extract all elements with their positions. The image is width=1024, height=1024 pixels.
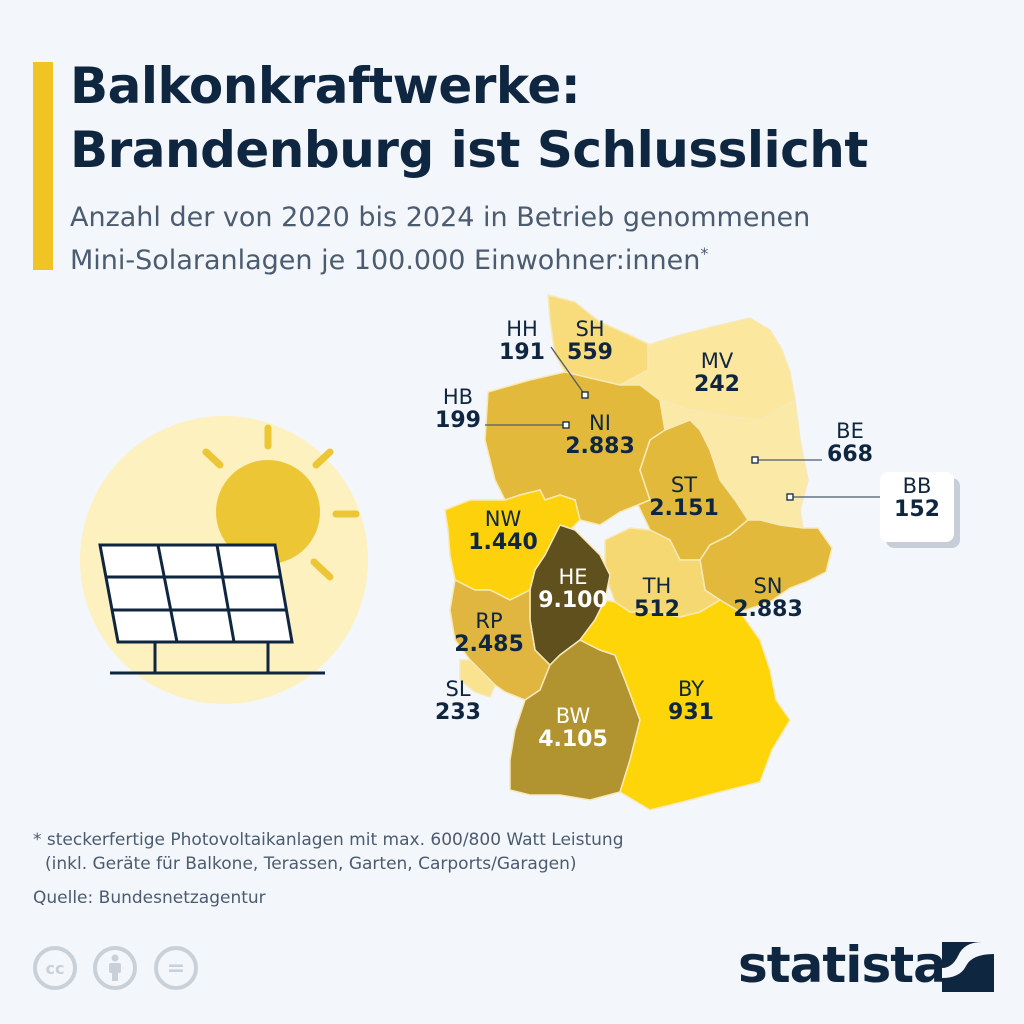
subtitle-marker: * <box>700 244 709 263</box>
marker-hb <box>562 421 570 429</box>
state-label-th: TH 512 <box>634 574 680 622</box>
state-value: 668 <box>827 442 873 467</box>
state-code: BB <box>902 474 932 498</box>
state-label-sh: SH 559 <box>567 317 613 365</box>
state-code: HB <box>442 385 474 409</box>
state-code: SH <box>575 317 605 341</box>
state-value: 9.100 <box>538 588 608 613</box>
source: Quelle: Bundesnetzagentur <box>33 888 266 908</box>
state-code: BW <box>555 704 591 728</box>
marker-bb <box>786 493 794 501</box>
state-value: 2.151 <box>649 496 719 521</box>
state-code: RP <box>475 609 503 633</box>
bb-callout-box <box>880 472 954 542</box>
state-label-hb: HB 199 <box>435 385 481 433</box>
brand-name: statista <box>738 936 947 994</box>
state-label-bb: BB 152 <box>894 474 940 522</box>
state-value: 931 <box>668 700 714 725</box>
sun-icon <box>216 460 320 564</box>
state-value: 2.883 <box>733 597 803 622</box>
state-code: NW <box>484 507 522 531</box>
state-value: 233 <box>435 700 481 725</box>
sun-rays <box>202 424 360 581</box>
state-label-mv: MV 242 <box>694 349 740 397</box>
cc-icon[interactable]: cc <box>33 946 77 990</box>
state-label-ni: NI 2.883 <box>565 411 635 459</box>
state-value: 242 <box>694 372 740 397</box>
state-label-by: BY 931 <box>668 677 714 725</box>
solar-panel-icon <box>98 543 325 675</box>
footnote-line-2: (inkl. Geräte für Balkone, Terassen, Gar… <box>45 854 577 874</box>
statista-logo[interactable]: statista <box>738 936 947 994</box>
nd-label: = <box>166 955 186 981</box>
state-by <box>578 599 791 811</box>
state-value: 191 <box>499 340 545 365</box>
marker-be <box>751 456 759 464</box>
state-label-hh: HH 191 <box>499 317 545 365</box>
state-value: 512 <box>634 597 680 622</box>
state-value: 4.105 <box>538 727 608 752</box>
state-label-be: BE 668 <box>827 419 873 467</box>
marker-hh <box>581 391 589 399</box>
state-value: 2.485 <box>454 632 524 657</box>
cc-label: cc <box>45 958 65 978</box>
leader-line-hh <box>550 346 586 396</box>
state-code: ST <box>670 473 698 497</box>
subtitle-line-1: Anzahl der von 2020 bis 2024 in Betrieb … <box>70 202 811 233</box>
state-label-he: HE 9.100 <box>538 565 608 613</box>
state-label-sl: SL 233 <box>435 677 481 725</box>
state-value: 2.883 <box>565 434 635 459</box>
title-line-1: Balkonkraftwerke: <box>70 57 581 115</box>
state-code: BY <box>677 677 705 701</box>
footnote-line-1: * steckerfertige Photovoltaikanlagen mit… <box>33 830 624 850</box>
subtitle: Anzahl der von 2020 bis 2024 in Betrieb … <box>70 200 810 279</box>
nd-icon[interactable]: = <box>154 946 198 990</box>
state-code: MV <box>700 349 734 373</box>
state-code: SL <box>445 677 471 701</box>
state-sl <box>459 659 496 698</box>
state-label-sn: SN 2.883 <box>733 574 803 622</box>
title-line-2: Brandenburg ist Schlusslicht <box>70 121 868 179</box>
state-code: NI <box>589 411 611 435</box>
state-value: 152 <box>894 497 940 522</box>
by-icon[interactable] <box>93 946 137 990</box>
state-code: HE <box>558 565 588 589</box>
state-code: TH <box>642 574 672 598</box>
state-code: BE <box>836 419 864 443</box>
state-label-bw: BW 4.105 <box>538 704 608 752</box>
state-label-rp: RP 2.485 <box>454 609 524 657</box>
state-value: 1.440 <box>468 530 538 555</box>
state-code: SN <box>753 574 783 598</box>
state-value: 199 <box>435 408 481 433</box>
state-code: HH <box>506 317 538 341</box>
footnote: * steckerfertige Photovoltaikanlagen mit… <box>33 828 624 876</box>
accent-bar <box>33 62 53 270</box>
page-title: Balkonkraftwerke: Brandenburg ist Schlus… <box>70 54 868 182</box>
state-value: 559 <box>567 340 613 365</box>
statista-logo-mark <box>942 942 994 992</box>
subtitle-line-2: Mini-Solaranlagen je 100.000 Einwohner:i… <box>70 245 701 276</box>
state-label-st: ST 2.151 <box>649 473 719 521</box>
state-label-nw: NW 1.440 <box>468 507 538 555</box>
